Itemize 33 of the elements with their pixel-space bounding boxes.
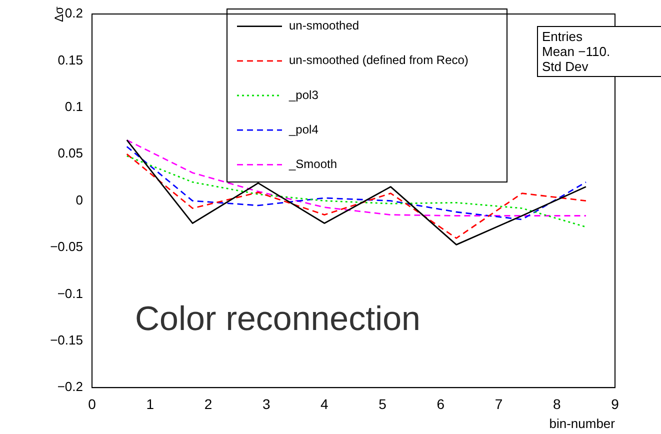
line-series — [126, 153, 587, 239]
x-tick-label: 6 — [436, 396, 445, 412]
legend-label: _Smooth — [288, 157, 338, 172]
x-tick-label: 2 — [204, 396, 212, 412]
y-tick-label: −0.15 — [50, 332, 83, 348]
y-tick-label: 0.15 — [58, 52, 83, 68]
x-tick-label: 3 — [262, 396, 270, 412]
y-tick-label: 0.1 — [64, 98, 83, 114]
legend-label: un-smoothed (defined from Reco) — [289, 53, 468, 68]
y-tick-label: −0.2 — [57, 379, 83, 394]
statistics-box: Entries Mean −110. Std Dev — [537, 26, 661, 77]
x-tick-label: 9 — [611, 396, 620, 412]
legend-label: _pol3 — [288, 88, 319, 102]
x-tick-label: 7 — [494, 396, 503, 412]
x-tick-label: 1 — [146, 396, 154, 412]
x-tick-label: 8 — [552, 396, 561, 412]
x-tick-label: 0 — [88, 396, 96, 412]
y-axis-title: Δσ — [52, 6, 66, 22]
x-axis-title: bin-number — [549, 416, 616, 431]
annotation: Mean −110. — [542, 44, 612, 59]
y-tick-label: −0.1 — [57, 286, 83, 301]
annotation: Color reconnection — [135, 300, 420, 339]
annotation: Entries — [542, 29, 584, 44]
annotation: Std Dev — [542, 59, 590, 74]
x-tick-label: 5 — [378, 396, 387, 412]
legend-label: un-smoothed — [289, 18, 360, 33]
line-series — [126, 155, 587, 228]
legend-label: _pol4 — [288, 122, 319, 136]
y-tick-label: 0.05 — [58, 146, 83, 161]
y-tick-label: 0.2 — [64, 6, 83, 21]
y-tick-label: 0 — [76, 192, 83, 208]
y-tick-label: −0.05 — [50, 239, 83, 254]
x-tick-label: 4 — [320, 396, 329, 412]
